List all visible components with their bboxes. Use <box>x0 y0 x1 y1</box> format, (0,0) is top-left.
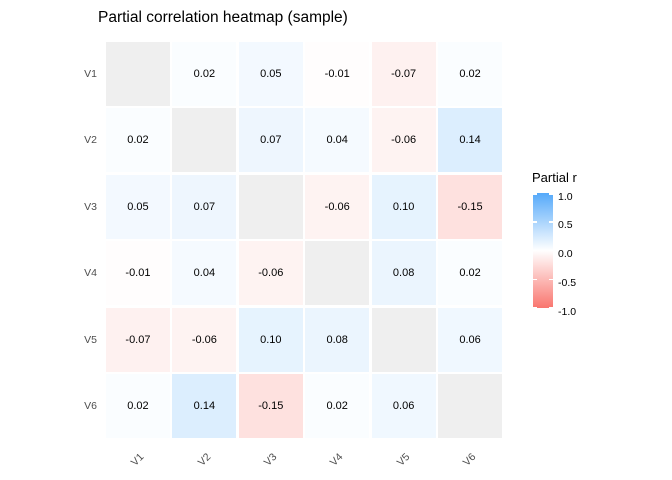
heatmap-cell: -0.15 <box>238 374 303 438</box>
heatmap-cell: 0.04 <box>172 241 237 306</box>
heatmap-cell: -0.01 <box>305 42 370 106</box>
heatmap-cell <box>106 42 170 106</box>
cell-value: 0.02 <box>127 134 149 147</box>
heatmap-cell: -0.06 <box>238 241 303 306</box>
legend-tick-mark <box>549 278 553 280</box>
heatmap-cell: -0.06 <box>172 307 237 372</box>
legend-tick-label: -0.5 <box>558 277 577 289</box>
heatmap-cell: 0.10 <box>371 174 436 239</box>
cell-value: 0.02 <box>326 400 348 413</box>
heatmap-cell <box>371 307 436 372</box>
heatmap-cell: 0.08 <box>371 241 436 306</box>
cell-value: 0.14 <box>193 400 216 413</box>
y-axis-label-v6: V6 <box>84 400 97 412</box>
cell-value: -0.07 <box>125 333 151 346</box>
plot-title: Partial correlation heatmap (sample) <box>98 9 348 26</box>
heatmap-cell: -0.06 <box>305 174 370 239</box>
heatmap-cell: 0.02 <box>438 241 502 306</box>
heatmap-cell: 0.10 <box>238 307 303 372</box>
x-axis-label-v3: V3 <box>261 451 280 469</box>
y-axis-label-v5: V5 <box>84 334 97 346</box>
heatmap-cell: -0.01 <box>106 241 170 306</box>
cell-value: 0.02 <box>459 67 481 80</box>
heatmap-cell: 0.07 <box>238 108 303 173</box>
heatmap-cell: 0.02 <box>438 42 502 106</box>
x-axis-label-v6: V6 <box>460 451 479 469</box>
heatmap-cell: 0.14 <box>172 374 237 438</box>
cell-value: 0.06 <box>459 333 481 346</box>
legend-colorbar <box>533 193 553 308</box>
cell-value: 0.08 <box>326 333 348 346</box>
heatmap-cell: 0.02 <box>106 108 170 173</box>
heatmap-cell: 0.02 <box>106 374 170 438</box>
legend-tick-mark <box>549 306 553 308</box>
x-axis-label-v2: V2 <box>195 451 213 469</box>
legend-tick-mark <box>549 249 553 252</box>
legend-tick-mark <box>533 278 537 280</box>
legend-tick-mark <box>549 221 553 223</box>
cell-value: 0.10 <box>260 333 282 346</box>
heatmap-cell <box>305 241 370 306</box>
cell-value: -0.06 <box>391 134 417 147</box>
legend-tick-mark <box>533 306 537 308</box>
y-axis-label-v2: V2 <box>84 134 97 146</box>
heatmap-cell: -0.15 <box>438 174 502 239</box>
heatmap-cell: 0.07 <box>172 174 237 239</box>
cell-value: 0.04 <box>326 134 348 147</box>
cell-value: 0.07 <box>193 200 216 213</box>
legend-tick-label: 0.0 <box>558 248 573 260</box>
heatmap-panel: 0.02 0.05 -0.01 -0.07 0.02 0.02 0.07 0.04 -0.06 0… <box>106 42 502 438</box>
cell-value: 0.14 <box>459 134 481 147</box>
cell-value: -0.01 <box>324 67 350 80</box>
heatmap-cell: 0.05 <box>106 174 170 239</box>
cell-value: 0.07 <box>260 134 282 147</box>
legend-tick-mark <box>549 193 553 195</box>
y-axis-label-v3: V3 <box>84 201 97 213</box>
cell-value: -0.15 <box>258 400 284 413</box>
cell-value: 0.02 <box>459 267 481 280</box>
cell-value: -0.01 <box>125 267 151 280</box>
heatmap-cell: 0.05 <box>238 42 303 106</box>
x-axis-label-v5: V5 <box>394 451 412 469</box>
heatmap-cell: 0.02 <box>172 42 237 106</box>
heatmap-cell: -0.07 <box>371 42 436 106</box>
x-axis-label-v1: V1 <box>128 451 147 469</box>
cell-value: 0.05 <box>127 200 149 213</box>
heatmap-cell: 0.06 <box>438 307 502 372</box>
heatmap-cell <box>172 108 237 173</box>
heatmap-cell <box>438 374 502 438</box>
cell-value: 0.02 <box>193 67 216 80</box>
heatmap-cell: 0.14 <box>438 108 502 173</box>
cell-value: -0.06 <box>324 200 350 213</box>
heatmap-cell: 0.06 <box>371 374 436 438</box>
cell-value: -0.15 <box>457 200 483 213</box>
heatmap-cell: -0.07 <box>106 307 170 372</box>
cell-value: 0.04 <box>193 267 216 280</box>
heatmap-cell: -0.06 <box>371 108 436 173</box>
legend-tick-label: 0.5 <box>558 219 573 231</box>
heatmap-cell: 0.04 <box>305 108 370 173</box>
cell-value: -0.06 <box>258 267 284 280</box>
x-axis-label-v4: V4 <box>327 451 346 469</box>
y-axis-label-v4: V4 <box>84 267 97 279</box>
heatmap-cell: 0.02 <box>305 374 370 438</box>
legend-tick-mark <box>533 193 537 195</box>
cell-value: 0.05 <box>260 67 282 80</box>
cell-value: 0.08 <box>392 267 415 280</box>
legend-title: Partial r <box>532 170 577 185</box>
cell-value: 0.02 <box>127 400 149 413</box>
y-axis-label-v1: V1 <box>84 68 97 80</box>
legend-tick-mark <box>533 221 537 223</box>
legend-tick-label: 1.0 <box>558 191 573 203</box>
legend-tick-label: -1.0 <box>558 306 577 318</box>
legend-tick-mark <box>533 249 537 252</box>
cell-value: -0.06 <box>191 333 217 346</box>
cell-value: 0.10 <box>392 200 415 213</box>
cell-value: 0.06 <box>392 400 415 413</box>
heatmap-cell <box>238 174 303 239</box>
heatmap-cell: 0.08 <box>305 307 370 372</box>
cell-value: -0.07 <box>391 67 417 80</box>
